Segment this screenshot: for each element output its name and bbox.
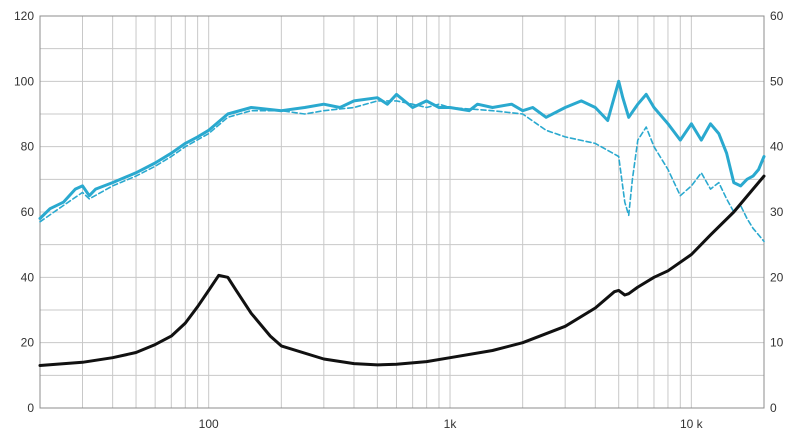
y-left-tick-label: 120 bbox=[14, 9, 34, 23]
x-tick-label: 1k bbox=[444, 417, 458, 431]
y-right-tick-label: 30 bbox=[770, 205, 784, 219]
grid-lines bbox=[40, 16, 764, 408]
series-cyan-dashed-line bbox=[39, 100, 765, 243]
plot-frame bbox=[39, 15, 765, 409]
y-left-tick-label: 60 bbox=[21, 205, 35, 219]
y-right-tick-label: 60 bbox=[770, 9, 784, 23]
y-right-tick-label: 50 bbox=[770, 74, 784, 88]
y-left-tick-label: 100 bbox=[14, 74, 34, 88]
y-left-tick-label: 20 bbox=[21, 336, 35, 350]
y-right-tick-label: 10 bbox=[770, 336, 784, 350]
y-right-tick-label: 0 bbox=[770, 401, 777, 415]
tick-labels: 0 20 40 60 80 100 120 0 10 20 30 40 50 60 100 1k 10 k bbox=[14, 9, 784, 431]
series-black-solid-line bbox=[38, 174, 766, 367]
y-left-tick-label: 80 bbox=[21, 140, 35, 154]
y-left-tick-label: 40 bbox=[21, 270, 35, 284]
y-left-tick-label: 0 bbox=[27, 401, 34, 415]
series-layer bbox=[38, 79, 766, 367]
series-cyan-solid-line bbox=[38, 79, 766, 220]
y-right-tick-label: 40 bbox=[770, 140, 784, 154]
x-tick-label: 100 bbox=[199, 417, 219, 431]
x-tick-label: 10 k bbox=[680, 417, 704, 431]
y-right-tick-label: 20 bbox=[770, 270, 784, 284]
